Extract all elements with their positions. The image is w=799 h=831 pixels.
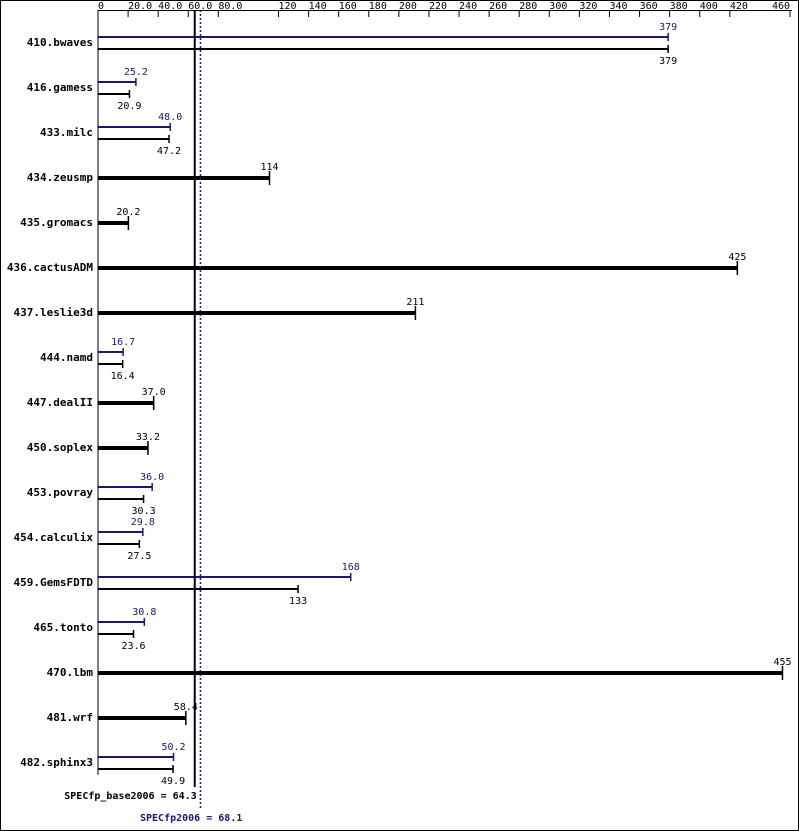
reference-label: SPECfp2006 = 68.1 (140, 813, 242, 824)
reference-label: SPECfp_base2006 = 64.3 (64, 791, 196, 802)
category-label: 435.gromacs (20, 216, 93, 229)
bar (98, 363, 123, 365)
x-tick-label: 60.0 (188, 1, 212, 12)
category-label: 450.soplex (27, 441, 94, 454)
bar (98, 36, 669, 38)
value-label: 29.8 (131, 517, 155, 528)
bar (98, 768, 174, 770)
category-label: 453.povray (27, 486, 94, 499)
x-tick-label: 420 (730, 1, 748, 12)
value-label: 379 (659, 22, 677, 33)
bar (98, 48, 669, 50)
bar (98, 756, 174, 758)
value-label: 50.2 (161, 742, 185, 753)
bar (98, 621, 145, 623)
x-tick-label: 360 (640, 1, 658, 12)
category-label: 437.leslie3d (14, 306, 93, 319)
value-label: 47.2 (157, 146, 181, 157)
bar (98, 576, 351, 578)
value-label: 27.5 (127, 551, 151, 562)
x-tick-label: 280 (519, 1, 537, 12)
bar (98, 588, 299, 590)
category-label: 447.dealII (27, 396, 93, 409)
category-label: 465.tonto (33, 621, 93, 634)
value-label: 58.4 (174, 702, 198, 713)
value-label: 114 (260, 162, 278, 173)
x-tick-label: 20.0 (128, 1, 152, 12)
value-label: 16.4 (111, 371, 135, 382)
x-tick-label: 220 (429, 1, 447, 12)
category-label: 436.cactusADM (7, 261, 93, 274)
x-tick-label: 140 (309, 1, 327, 12)
value-label: 23.6 (121, 641, 145, 652)
value-label: 20.2 (116, 207, 140, 218)
bar (98, 81, 136, 83)
bar (98, 531, 143, 533)
value-label: 20.9 (117, 101, 141, 112)
bar (98, 716, 186, 720)
bar (98, 498, 144, 500)
value-label: 30.8 (132, 607, 156, 618)
value-label: 211 (406, 297, 424, 308)
x-tick-label: 300 (549, 1, 567, 12)
value-label: 25.2 (124, 67, 148, 78)
x-tick-label: 160 (339, 1, 357, 12)
category-label: 444.namd (40, 351, 93, 364)
x-tick-label: 180 (369, 1, 387, 12)
bar (98, 633, 134, 635)
value-label: 168 (342, 562, 360, 573)
category-label: 470.lbm (47, 666, 94, 679)
value-label: 48.0 (158, 112, 182, 123)
bar (98, 446, 148, 450)
bar (98, 93, 130, 95)
value-label: 16.7 (111, 337, 135, 348)
value-label: 30.3 (132, 506, 156, 517)
category-label: 416.gamess (27, 81, 93, 94)
bar (98, 221, 129, 225)
value-label: 455 (773, 657, 791, 668)
category-label: 482.sphinx3 (20, 756, 93, 769)
bar (98, 176, 270, 180)
category-label: 454.calculix (14, 531, 94, 544)
bar (98, 543, 140, 545)
x-tick-label: 80.0 (218, 1, 242, 12)
bar (98, 486, 153, 488)
bar (98, 671, 783, 675)
value-label: 49.9 (161, 776, 185, 787)
x-tick-label: 400 (700, 1, 718, 12)
category-label: 410.bwaves (27, 36, 93, 49)
value-label: 37.0 (142, 387, 166, 398)
bar (98, 351, 124, 353)
category-label: 459.GemsFDTD (14, 576, 94, 589)
bar (98, 138, 170, 140)
x-tick-label: 320 (579, 1, 597, 12)
category-label: 481.wrf (47, 711, 93, 724)
x-tick-label: 340 (609, 1, 627, 12)
value-label: 36.0 (140, 472, 164, 483)
bar (98, 266, 738, 270)
category-label: 433.milc (40, 126, 93, 139)
bar (98, 126, 171, 128)
x-tick-label: 200 (399, 1, 417, 12)
value-label: 425 (728, 252, 746, 263)
value-label: 33.2 (136, 432, 160, 443)
x-tick-label: 260 (489, 1, 507, 12)
x-tick-label: 120 (279, 1, 297, 12)
x-tick-label: 380 (670, 1, 688, 12)
x-tick-label: 240 (459, 1, 477, 12)
category-label: 434.zeusmp (27, 171, 94, 184)
x-tick-label: 40.0 (158, 1, 182, 12)
x-tick-label: 0 (98, 1, 104, 12)
value-label: 133 (289, 596, 307, 607)
x-tick-label: 460 (772, 1, 790, 12)
bar (98, 401, 154, 405)
bar (98, 311, 416, 315)
value-label: 379 (659, 56, 677, 67)
